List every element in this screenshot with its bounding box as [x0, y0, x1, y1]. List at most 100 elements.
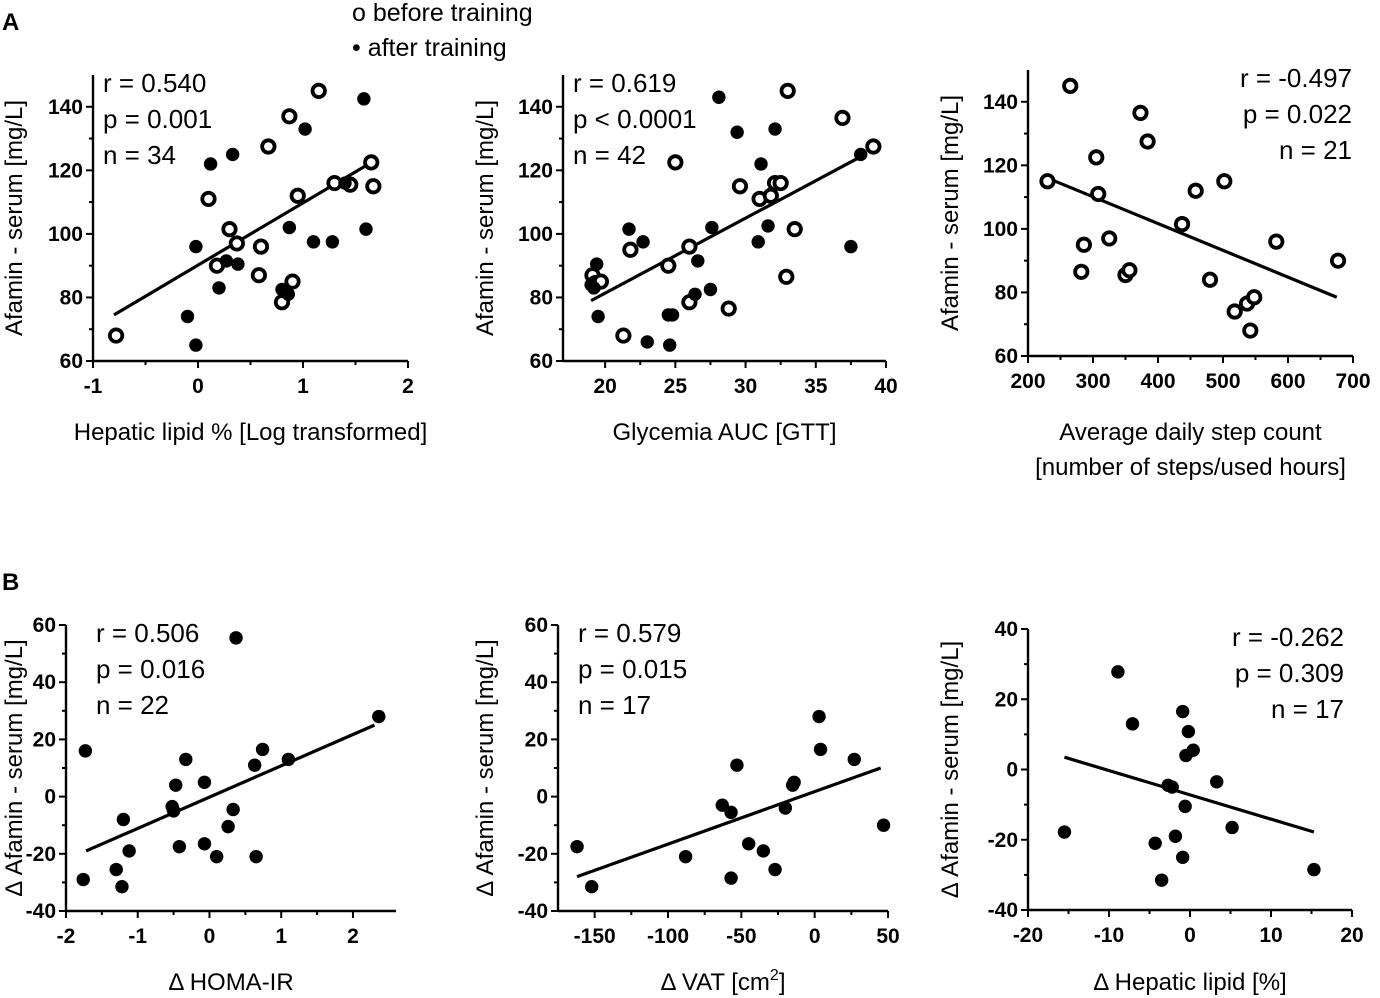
x-tick-label: 35 [804, 375, 828, 398]
y-tick-label: 40 [33, 671, 56, 694]
stat-label: p = 0.016 [96, 654, 205, 684]
x-tick-label: 20 [593, 375, 616, 398]
regression-line [576, 766, 882, 879]
point-after-training [768, 862, 782, 877]
point-after-training [751, 235, 765, 249]
y-tick-label: 60 [525, 614, 548, 637]
y-tick-label: 20 [995, 688, 1018, 711]
point-after-training [1154, 873, 1169, 887]
point-before-training [720, 300, 737, 317]
point-before-training [289, 187, 306, 204]
x-tick-label: 10 [1259, 924, 1282, 947]
y-tick-label: 0 [536, 786, 548, 809]
point-before-training [834, 109, 851, 127]
point-before-training [1073, 263, 1090, 280]
point-before-training [1090, 185, 1107, 203]
point-after-training [203, 157, 218, 171]
y-tick-label: 80 [995, 281, 1018, 304]
point-before-training [252, 238, 270, 255]
point-after-training [678, 849, 693, 864]
stat-label: n = 42 [573, 140, 646, 170]
point-before-training [1062, 77, 1079, 94]
point-before-training [260, 138, 277, 155]
chart-a3: 60 80 100 120 140 200 300 400 500 600 700 Average d… [937, 63, 1371, 481]
point-before-training [1329, 252, 1347, 269]
point-after-training [703, 282, 718, 297]
point-after-training [338, 176, 352, 190]
stat-label: n = 21 [1279, 135, 1352, 165]
x-tick-label: 1 [297, 375, 309, 398]
point-after-training [197, 775, 212, 789]
point-after-training [691, 254, 705, 268]
y-tick-label: 60 [60, 350, 83, 373]
point-before-training [1075, 236, 1093, 253]
chart-b2: -40 -20 0 20 40 60 -150 -100 -50 0 50 Δ VAT [cm2] Δ … [472, 614, 900, 996]
y-tick-label: 20 [525, 728, 548, 751]
point-after-training [587, 281, 601, 295]
point-after-training [1178, 799, 1192, 814]
x-axis-label: Δ Hepatic lipid [%] [1093, 969, 1286, 996]
stat-label: p = 0.022 [1243, 99, 1352, 129]
x-tick-label: -150 [574, 925, 616, 948]
point-after-training [76, 872, 90, 887]
stat-label: r = -0.497 [1240, 63, 1352, 93]
y-tick-label: 40 [995, 618, 1018, 641]
point-after-training [1307, 862, 1321, 877]
point-before-training [310, 82, 327, 99]
x-tick-label: 30 [734, 375, 757, 398]
x-axis-label: [number of steps/used hours] [1035, 454, 1346, 481]
y-tick-label: 120 [983, 154, 1018, 177]
y-tick-label: 40 [525, 671, 548, 694]
point-after-training [169, 778, 183, 792]
x-tick-label: -100 [647, 925, 689, 948]
point-after-training [247, 758, 262, 772]
y-tick-label: 100 [48, 223, 83, 246]
point-after-training [1165, 780, 1179, 794]
point-after-training [640, 335, 654, 349]
regression-line [590, 153, 866, 303]
y-tick-label: -40 [518, 900, 548, 923]
x-tick-label: 0 [192, 375, 204, 398]
point-after-training [724, 805, 738, 820]
x-tick-label: 200 [1010, 370, 1045, 393]
point-after-training [1176, 704, 1190, 719]
point-after-training [212, 281, 226, 295]
point-after-training [876, 818, 891, 832]
point-after-training [665, 308, 680, 322]
point-after-training [255, 742, 270, 757]
x-axis-label: Average daily step count [1059, 419, 1322, 446]
point-after-training [688, 287, 702, 301]
stat-label: r = 0.540 [103, 68, 206, 98]
point-before-training [778, 268, 795, 285]
x-tick-label: -10 [1094, 924, 1124, 947]
point-before-training [1242, 322, 1259, 339]
point-before-training [1216, 173, 1233, 190]
point-before-training [1173, 216, 1191, 233]
point-before-training [284, 273, 301, 290]
point-before-training [762, 187, 779, 204]
y-axis-label: Δ Afamin - serum [mg/L] [472, 639, 499, 896]
y-tick-label: 60 [33, 614, 56, 637]
x-tick-label: 0 [809, 925, 821, 948]
point-after-training [591, 309, 605, 324]
point-after-training [281, 752, 296, 767]
point-after-training [1210, 775, 1224, 789]
x-tick-label: 1 [275, 925, 287, 948]
point-after-training [172, 839, 187, 854]
point-after-training [754, 157, 768, 171]
point-after-training [778, 801, 793, 815]
point-after-training [359, 222, 373, 236]
point-after-training [116, 812, 131, 827]
point-after-training [1125, 717, 1140, 731]
stat-label: r = 0.619 [573, 68, 676, 98]
point-before-training [1246, 289, 1263, 306]
y-axis-label: Afamin - serum [mg/L] [937, 95, 964, 331]
point-after-training [1176, 850, 1190, 865]
legend-before-training: o before training [352, 0, 533, 27]
point-before-training [731, 178, 749, 195]
y-tick-label: 0 [44, 786, 56, 809]
x-tick-label: -20 [1013, 924, 1043, 947]
point-after-training [724, 871, 738, 885]
x-axis-label: Hepatic lipid % [Log transformed] [74, 419, 428, 446]
